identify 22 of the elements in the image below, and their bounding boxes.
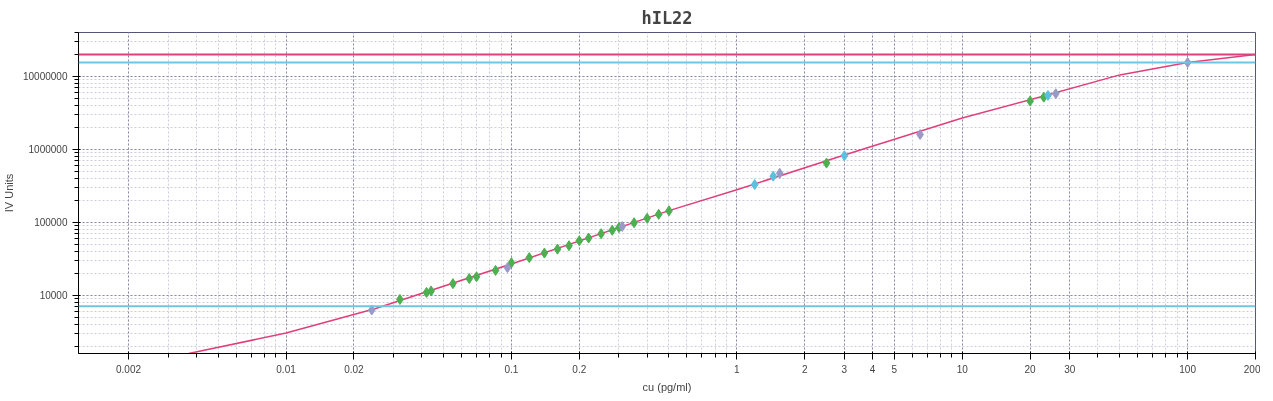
x-tick-label: 20 xyxy=(1024,363,1037,375)
x-tick-label: 0.2 xyxy=(572,363,587,375)
y-tick-label: 10000000 xyxy=(23,71,68,83)
x-tick-label: 200 xyxy=(1243,363,1261,375)
x-tick-label: 5 xyxy=(891,363,898,375)
x-tick-label: 0.1 xyxy=(504,363,519,375)
x-tick-label: 4 xyxy=(869,363,876,375)
y-tick-label: 1000000 xyxy=(28,144,68,156)
x-tick-label: 2 xyxy=(801,363,808,375)
x-tick-label: 30 xyxy=(1064,363,1076,375)
x-tick-label: 3 xyxy=(841,363,848,375)
x-tick-label: 0.002 xyxy=(115,363,142,375)
x-axis-title: cu (pg/ml) xyxy=(642,380,692,393)
chart-title: hIL22 xyxy=(641,7,693,28)
x-tick-label: 0.02 xyxy=(344,363,365,375)
x-tick-label: 1 xyxy=(734,363,741,375)
x-tick-label: 100 xyxy=(1179,363,1197,375)
x-tick-label: 10 xyxy=(956,363,969,375)
x-tick-label: 0.01 xyxy=(276,363,297,375)
y-tick-label: 100000 xyxy=(34,217,68,229)
y-axis-title: IV Units xyxy=(3,173,16,213)
y-tick-label: 10000 xyxy=(39,290,68,302)
